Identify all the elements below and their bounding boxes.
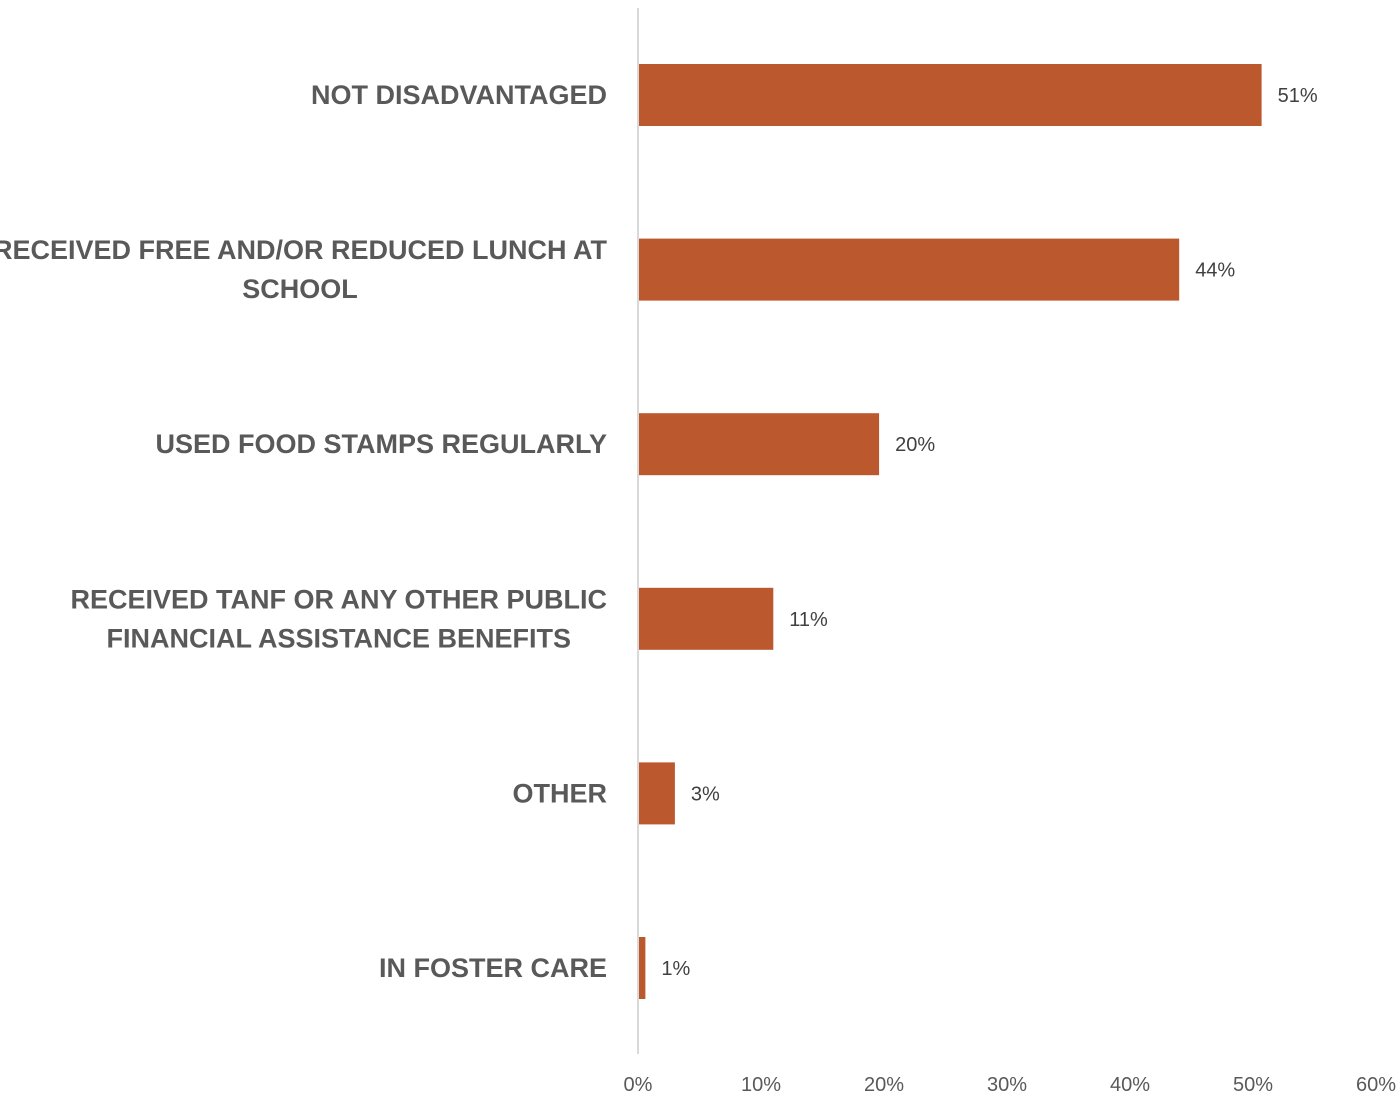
data-label: 44%: [1195, 260, 1235, 282]
bar: [638, 762, 675, 825]
bar: [638, 413, 880, 476]
category-label: OTHER: [513, 778, 608, 808]
x-tick-label: 60%: [1356, 1074, 1396, 1096]
data-label: 51%: [1278, 85, 1318, 107]
data-labels: 51% 44% 20% 11% 3% 1%: [661, 85, 1317, 980]
bar: [638, 587, 774, 650]
x-tick-label: 0%: [624, 1074, 653, 1096]
x-tick-label: 20%: [864, 1074, 904, 1096]
category-label: IN FOSTER CARE: [379, 953, 607, 983]
data-label: 1%: [661, 958, 690, 980]
category-label: RECEIVED FREE AND/OR REDUCED LUNCH AT SCH…: [0, 235, 608, 304]
data-label: 20%: [895, 434, 935, 456]
x-tick-label: 30%: [987, 1074, 1027, 1096]
bar: [638, 937, 646, 999]
category-label: USED FOOD STAMPS REGULARLY: [155, 429, 607, 459]
x-tick-label: 40%: [1110, 1074, 1150, 1096]
data-label: 3%: [691, 783, 720, 805]
bar: [638, 64, 1262, 126]
category-label: RECEIVED TANF OR ANY OTHER PUBLIC FINANCI…: [70, 584, 607, 653]
x-tick-label: 10%: [741, 1074, 781, 1096]
category-labels: NOT DISADVANTAGED RECEIVED FREE AND/OR RE…: [0, 80, 608, 983]
x-tick-label: 50%: [1233, 1074, 1273, 1096]
data-label: 11%: [789, 609, 828, 631]
category-label: NOT DISADVANTAGED: [311, 80, 607, 110]
bars: [638, 64, 1262, 999]
bar: [638, 238, 1180, 301]
x-tick-labels: 0% 10% 20% 30% 40% 50% 60%: [624, 1074, 1396, 1096]
